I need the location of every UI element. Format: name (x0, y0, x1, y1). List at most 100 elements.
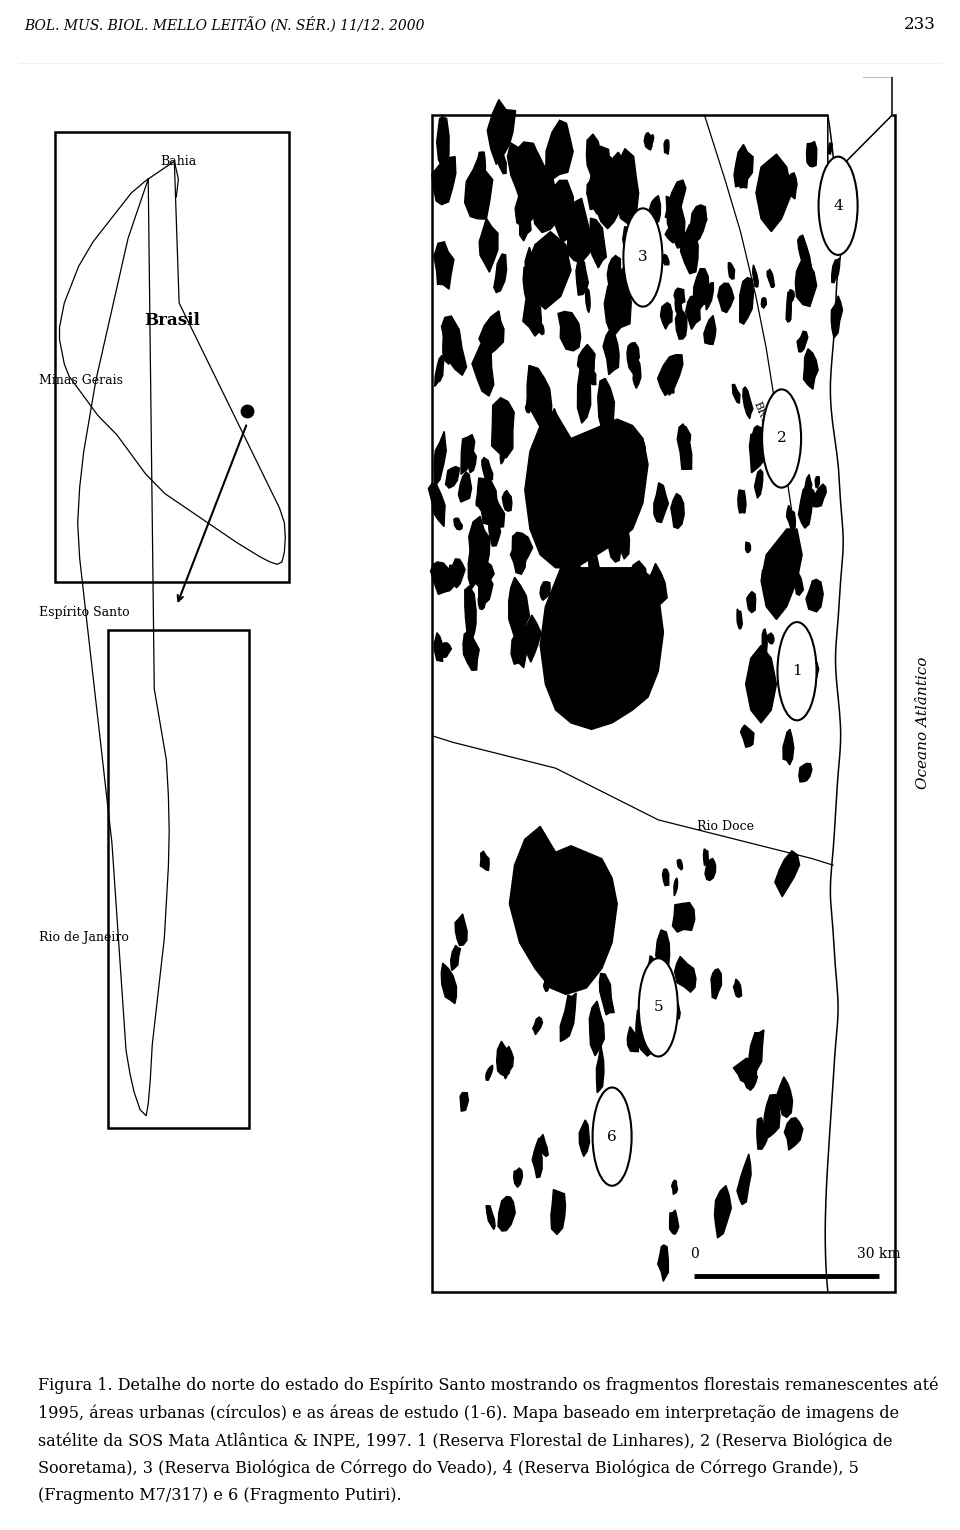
Polygon shape (761, 571, 766, 586)
Polygon shape (804, 349, 818, 389)
Polygon shape (532, 459, 541, 482)
Polygon shape (556, 430, 566, 457)
Polygon shape (665, 181, 685, 219)
Polygon shape (623, 226, 647, 265)
Polygon shape (596, 1045, 604, 1092)
Polygon shape (578, 344, 595, 373)
Polygon shape (460, 1092, 468, 1111)
Polygon shape (815, 476, 820, 488)
Polygon shape (581, 569, 600, 618)
Polygon shape (486, 1206, 495, 1230)
Polygon shape (738, 490, 746, 513)
Polygon shape (616, 148, 638, 225)
Polygon shape (546, 548, 552, 562)
Polygon shape (545, 520, 554, 540)
Bar (56, 132, 289, 583)
Polygon shape (533, 1017, 542, 1034)
Polygon shape (756, 155, 792, 231)
Polygon shape (677, 860, 683, 871)
Polygon shape (777, 1077, 793, 1117)
Polygon shape (451, 558, 465, 588)
Polygon shape (698, 207, 707, 230)
Polygon shape (799, 485, 812, 528)
Polygon shape (685, 295, 700, 329)
Polygon shape (472, 340, 493, 396)
Polygon shape (430, 562, 455, 595)
Polygon shape (525, 248, 532, 280)
Polygon shape (523, 298, 541, 337)
Polygon shape (831, 259, 840, 283)
Polygon shape (606, 459, 614, 483)
Polygon shape (746, 542, 751, 552)
Polygon shape (813, 483, 827, 506)
Polygon shape (806, 580, 824, 612)
Polygon shape (523, 615, 541, 662)
Polygon shape (799, 763, 812, 782)
Polygon shape (509, 577, 530, 638)
Polygon shape (789, 289, 794, 301)
Polygon shape (666, 196, 684, 248)
Polygon shape (586, 288, 590, 312)
Polygon shape (777, 454, 797, 480)
Polygon shape (775, 851, 800, 897)
Polygon shape (468, 540, 480, 589)
Polygon shape (576, 259, 588, 295)
Polygon shape (578, 352, 590, 424)
Polygon shape (660, 303, 672, 329)
Polygon shape (828, 142, 832, 155)
Polygon shape (516, 142, 541, 191)
Polygon shape (442, 643, 451, 658)
Polygon shape (580, 476, 590, 499)
Polygon shape (434, 242, 454, 289)
Polygon shape (737, 609, 742, 629)
Polygon shape (489, 516, 500, 546)
Polygon shape (705, 858, 715, 880)
Polygon shape (577, 262, 584, 277)
Polygon shape (478, 591, 485, 609)
Polygon shape (666, 381, 674, 395)
Polygon shape (589, 1001, 605, 1056)
Polygon shape (463, 630, 479, 670)
Polygon shape (690, 205, 707, 242)
Polygon shape (662, 869, 669, 886)
Polygon shape (479, 219, 498, 272)
Polygon shape (672, 903, 695, 932)
Polygon shape (602, 173, 608, 197)
Polygon shape (517, 205, 531, 242)
Text: 1: 1 (792, 664, 802, 678)
Polygon shape (501, 1047, 514, 1079)
Polygon shape (756, 1117, 768, 1149)
Bar (108, 630, 249, 1128)
Polygon shape (831, 295, 843, 338)
Polygon shape (523, 265, 538, 311)
Polygon shape (448, 565, 454, 578)
Polygon shape (476, 493, 483, 506)
Polygon shape (677, 424, 692, 470)
Polygon shape (795, 262, 817, 306)
Polygon shape (588, 554, 597, 584)
Polygon shape (784, 1118, 803, 1151)
Text: BOL. MUS. BIOL. MELLO LEITÃO (N. SÉR.) 11/12. 2000: BOL. MUS. BIOL. MELLO LEITÃO (N. SÉR.) 1… (24, 17, 424, 32)
Text: Rio Doce: Rio Doce (697, 820, 754, 832)
Polygon shape (648, 956, 655, 972)
Text: Espírito Santo: Espírito Santo (39, 604, 130, 618)
Polygon shape (532, 165, 559, 233)
Polygon shape (797, 330, 807, 352)
Polygon shape (581, 555, 605, 614)
Polygon shape (753, 265, 758, 288)
Polygon shape (804, 655, 819, 685)
Polygon shape (749, 1030, 764, 1080)
Polygon shape (669, 1008, 674, 1021)
Polygon shape (479, 575, 483, 600)
Circle shape (819, 156, 857, 256)
Polygon shape (649, 135, 654, 147)
Polygon shape (493, 254, 507, 292)
Polygon shape (676, 309, 686, 340)
Polygon shape (579, 1120, 589, 1157)
Polygon shape (747, 592, 756, 612)
Polygon shape (488, 99, 516, 164)
Polygon shape (664, 139, 669, 155)
Polygon shape (656, 930, 670, 978)
Text: Minas Gerais: Minas Gerais (39, 375, 123, 387)
Polygon shape (525, 399, 531, 413)
